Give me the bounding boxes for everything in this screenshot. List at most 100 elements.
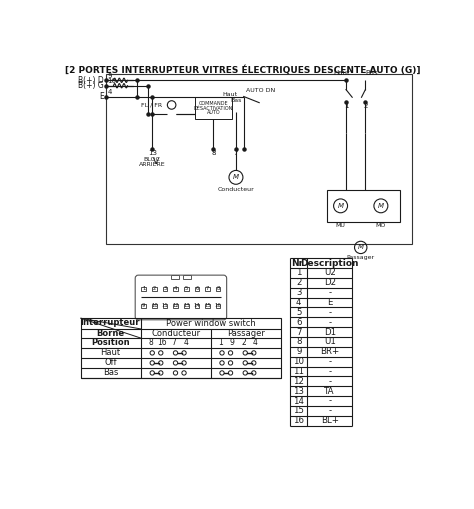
Text: Conducteur: Conducteur bbox=[218, 187, 255, 192]
Text: Haut: Haut bbox=[334, 70, 350, 76]
Text: 7: 7 bbox=[206, 287, 209, 292]
Text: BLOC: BLOC bbox=[144, 157, 161, 161]
Text: 7: 7 bbox=[296, 328, 301, 336]
Bar bbox=[205, 287, 210, 291]
Text: -: - bbox=[328, 367, 331, 376]
Text: 7: 7 bbox=[234, 150, 238, 156]
Bar bbox=[216, 287, 220, 291]
Bar bbox=[81, 318, 281, 378]
Text: [2 PORTES INTERRUPTEUR VITRES ÉLECTRIQUES DESCENTE AUTO (G)]: [2 PORTES INTERRUPTEUR VITRES ÉLECTRIQUE… bbox=[65, 65, 421, 75]
Text: MO: MO bbox=[376, 223, 386, 228]
Circle shape bbox=[220, 361, 224, 365]
Text: 2: 2 bbox=[153, 287, 156, 292]
Circle shape bbox=[220, 371, 224, 375]
Bar bbox=[152, 287, 157, 291]
Text: M: M bbox=[337, 203, 344, 209]
Text: Haut: Haut bbox=[100, 348, 120, 357]
Text: 2: 2 bbox=[241, 338, 246, 348]
Bar bbox=[171, 276, 179, 281]
Circle shape bbox=[228, 371, 233, 375]
Text: M: M bbox=[233, 175, 239, 180]
Text: 16: 16 bbox=[215, 303, 221, 308]
Text: M: M bbox=[358, 244, 364, 250]
Text: -: - bbox=[328, 308, 331, 317]
Text: TA: TA bbox=[325, 387, 335, 396]
Text: 9: 9 bbox=[229, 338, 235, 348]
Text: Passager: Passager bbox=[346, 255, 375, 260]
Text: E: E bbox=[100, 92, 104, 101]
Text: 1: 1 bbox=[142, 287, 146, 292]
Circle shape bbox=[159, 351, 163, 355]
Text: 15: 15 bbox=[204, 303, 211, 308]
Circle shape bbox=[252, 361, 256, 365]
Text: Bas: Bas bbox=[365, 70, 378, 76]
Text: 10: 10 bbox=[293, 357, 304, 366]
Text: 9: 9 bbox=[142, 303, 146, 308]
Text: BR+: BR+ bbox=[320, 347, 339, 356]
Text: 16: 16 bbox=[157, 338, 167, 348]
Bar bbox=[152, 304, 157, 308]
Text: Borne: Borne bbox=[96, 329, 125, 338]
Text: -: - bbox=[328, 377, 331, 386]
Text: B(+) D: B(+) D bbox=[79, 76, 104, 85]
Text: ARRIÈRE: ARRIÈRE bbox=[139, 162, 165, 167]
Text: -: - bbox=[328, 397, 331, 406]
Text: 13: 13 bbox=[183, 303, 190, 308]
Text: B(+) G: B(+) G bbox=[79, 81, 104, 90]
Bar bbox=[141, 304, 146, 308]
Text: 5: 5 bbox=[184, 287, 188, 292]
Circle shape bbox=[220, 351, 224, 355]
Bar bbox=[171, 275, 179, 279]
Text: COMMANDE: COMMANDE bbox=[199, 101, 228, 106]
Text: 14: 14 bbox=[293, 397, 304, 406]
Text: M: M bbox=[378, 203, 384, 209]
Bar bbox=[195, 97, 232, 119]
Circle shape bbox=[228, 351, 233, 355]
Bar bbox=[141, 287, 146, 291]
Circle shape bbox=[252, 371, 256, 375]
Bar bbox=[184, 287, 189, 291]
Text: 11: 11 bbox=[293, 367, 304, 376]
Text: 2: 2 bbox=[296, 278, 301, 288]
Bar bbox=[106, 74, 412, 244]
Text: -: - bbox=[328, 407, 331, 415]
Text: 12: 12 bbox=[172, 303, 179, 308]
Text: Haut: Haut bbox=[222, 92, 237, 97]
Text: DÉSACTIVATION: DÉSACTIVATION bbox=[194, 105, 233, 110]
Text: AUTO DN: AUTO DN bbox=[246, 88, 275, 93]
Text: 6: 6 bbox=[195, 287, 199, 292]
Bar bbox=[173, 287, 178, 291]
Circle shape bbox=[243, 371, 247, 375]
Text: 1: 1 bbox=[218, 338, 223, 348]
Text: Bas: Bas bbox=[231, 98, 242, 103]
Text: 14: 14 bbox=[193, 303, 200, 308]
Text: -: - bbox=[328, 288, 331, 297]
Text: Power window switch: Power window switch bbox=[166, 319, 256, 328]
Text: 9: 9 bbox=[296, 347, 301, 356]
Circle shape bbox=[228, 361, 233, 365]
Text: 13: 13 bbox=[293, 387, 304, 396]
Text: Description: Description bbox=[301, 259, 359, 268]
Text: Nr.: Nr. bbox=[292, 259, 306, 268]
Text: 2: 2 bbox=[363, 103, 367, 109]
Text: 7: 7 bbox=[172, 338, 176, 348]
Circle shape bbox=[150, 351, 155, 355]
Text: U1: U1 bbox=[324, 337, 336, 347]
Text: 3: 3 bbox=[164, 287, 166, 292]
Text: 6: 6 bbox=[296, 318, 301, 327]
Text: 4: 4 bbox=[296, 298, 301, 307]
Text: 4: 4 bbox=[183, 338, 188, 348]
Text: -: - bbox=[328, 318, 331, 327]
Text: 5: 5 bbox=[296, 308, 301, 317]
Text: 8: 8 bbox=[296, 337, 301, 347]
Text: 1: 1 bbox=[344, 103, 348, 109]
Bar bbox=[184, 304, 189, 308]
Text: E: E bbox=[327, 298, 332, 307]
Text: 1: 1 bbox=[296, 268, 301, 277]
Text: 4: 4 bbox=[174, 287, 177, 292]
Circle shape bbox=[159, 371, 163, 375]
Bar bbox=[173, 304, 178, 308]
Bar bbox=[205, 304, 210, 308]
Text: MU: MU bbox=[336, 223, 346, 228]
Circle shape bbox=[173, 361, 178, 365]
